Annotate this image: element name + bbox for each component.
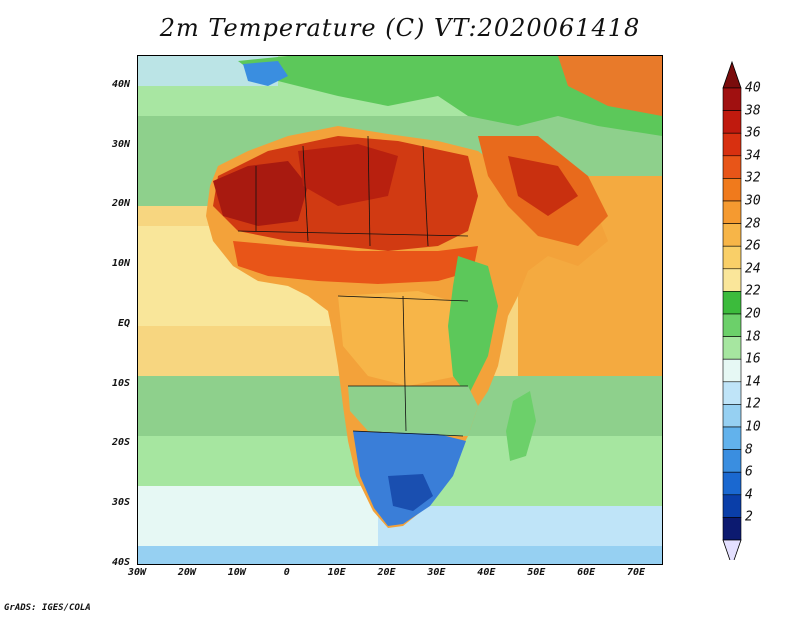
colorbar-swatch [722,155,742,179]
ocean-cool-band [138,486,378,546]
colorbar-label: 24 [745,261,761,277]
longitude-label: 20W [177,567,196,578]
colorbar-swatch [722,517,742,541]
central-sahara-hot-core [298,144,398,206]
latitude-label: 20N [111,198,130,210]
temperature-map [137,55,663,565]
colorbar-label: 2 [745,509,753,525]
colorbar-swatch [722,223,742,247]
border-line [367,135,371,247]
colorbar-swatch [722,313,742,337]
sahel-band [233,241,478,284]
longitude-label: 0 [283,567,290,578]
longitude-label: 30W [127,567,147,578]
colorbar-swatch [722,178,742,202]
map-title: 2m Temperature (C) VT:2020061418 [159,14,641,42]
longitude-label: 40E [477,567,496,578]
madagascar-island [506,391,536,461]
latitude-label: 10S [111,377,130,389]
colorbar-swatch [722,132,742,157]
colorbar-label: 20 [745,306,761,322]
latitude-label: 30N [111,138,130,150]
colorbar-label: 34 [745,148,761,164]
latitude-label: 30S [111,497,130,509]
border-line [237,230,469,237]
latitude-label: 10N [111,258,130,270]
latitude-label: EQ [117,317,130,329]
border-line [352,430,464,437]
colorbar-swatch [722,110,742,134]
colorbar-label: 18 [745,329,761,345]
colorbar-label: 14 [745,374,761,390]
southern-africa-transition [348,386,478,436]
iberia-cool-region [243,61,288,86]
colorbar-swatch [722,200,742,224]
east-africa-highlands [448,256,498,396]
colorbar-label: 4 [745,487,753,503]
colorbar-swatch [722,336,742,360]
colorbar-swatch [722,404,742,428]
colorbar-label: 38 [745,103,761,119]
colorbar-swatch [722,426,742,450]
colorbar-label: 28 [745,216,761,232]
colorbar-label: 8 [745,442,753,458]
border-line [302,145,309,242]
colorbar-bottom-arrow [722,539,742,560]
colorbar-label: 40 [745,80,761,96]
colorbar-swatch [722,245,742,270]
colorbar-label: 32 [745,170,761,186]
colorbar-top-arrow [722,60,742,89]
temperature-colorbar [722,60,742,560]
border-line [422,145,429,247]
latitude-label: 20S [111,437,130,449]
longitude-label: 70E [627,567,646,578]
colorbar-label: 10 [745,419,761,435]
highveld-cold-core [388,474,433,511]
country-borders [237,135,469,437]
colorbar-label: 26 [745,238,761,254]
colorbar-label: 36 [745,125,761,141]
latitude-label: 40N [111,78,130,90]
colorbar-swatch [722,268,742,292]
colorbar-swatch [722,87,742,111]
longitude-label: 10E [327,567,346,578]
arabia-hot-core [508,156,578,216]
ocean-southern-edge [138,546,662,564]
colorbar-swatch [722,471,742,496]
latitude-label: 40S [111,557,130,568]
west-sahara-hot-core [213,161,308,226]
longitude-label: 20E [377,567,396,578]
longitude-label: 50E [527,567,546,578]
colorbar-swatch [722,358,742,383]
colorbar-label: 12 [745,396,761,412]
central-africa-region [338,291,478,386]
longitude-label: 60E [577,567,596,578]
middle-east-warm [558,56,662,116]
colorbar-label: 30 [745,193,761,209]
map-canvas [138,56,662,564]
colorbar-swatch [722,449,742,473]
colorbar-label: 22 [745,283,761,299]
colorbar-label: 16 [745,351,761,367]
colorbar-label: 6 [745,464,753,480]
europe-landmass [238,56,662,136]
colorbar-swatch [722,381,742,405]
longitude-label: 10W [227,567,246,578]
colorbar-swatch [722,291,742,315]
grads-credit: GrADS: IGES/COLA [4,603,91,613]
border-line [402,295,407,432]
longitude-label: 30E [427,567,446,578]
colorbar-swatch [722,494,742,518]
